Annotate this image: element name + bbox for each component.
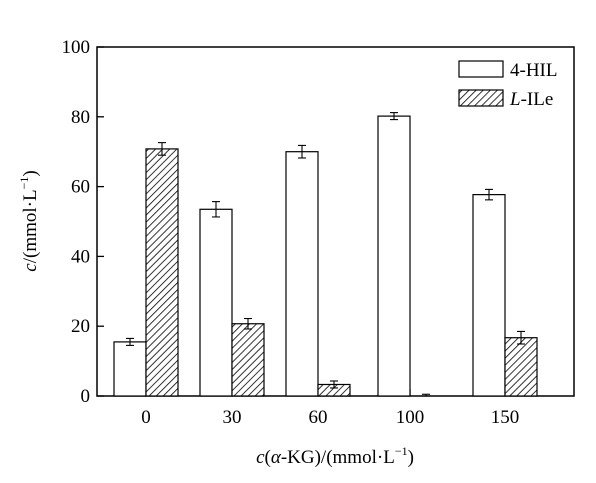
- bars: [113, 112, 538, 397]
- bar-4-hil-150: [472, 194, 506, 397]
- legend-label-l-ile: L-ILe: [509, 89, 553, 110]
- bar-l-ile-30: [231, 323, 265, 397]
- y-axis-ticks: 0 20 40 60 80 100: [62, 37, 104, 407]
- x-tick-label: 60: [309, 407, 328, 428]
- legend: 4-HIL L-ILe: [458, 60, 557, 110]
- x-tick-label: 0: [141, 407, 151, 428]
- bar-4-hil-30: [199, 208, 233, 397]
- y-tick-label: 0: [81, 386, 91, 407]
- x-tick-label: 30: [223, 407, 242, 428]
- y-axis-title: c/(mmol·L−1): [17, 170, 41, 271]
- bar-l-ile-0: [145, 148, 179, 397]
- legend-swatch-4-hil: [458, 60, 504, 78]
- y-tick-label: 40: [71, 246, 90, 267]
- bar-4-hil-0: [113, 341, 147, 397]
- y-tick-label: 20: [71, 316, 90, 337]
- bar-4-hil-60: [285, 151, 319, 397]
- y-tick-label: 100: [62, 37, 91, 58]
- bar-l-ile-150: [504, 337, 538, 397]
- x-tick-label: 100: [396, 407, 425, 428]
- x-tick-label: 150: [491, 407, 520, 428]
- y-tick-label: 60: [71, 177, 90, 198]
- x-axis-title: c(α-KG)/(mmol·L−1): [256, 444, 414, 468]
- bar-4-hil-100: [377, 115, 411, 397]
- legend-swatch-l-ile: [458, 89, 504, 107]
- legend-label-4-hil: 4-HIL: [510, 60, 557, 81]
- y-tick-label: 80: [71, 107, 90, 128]
